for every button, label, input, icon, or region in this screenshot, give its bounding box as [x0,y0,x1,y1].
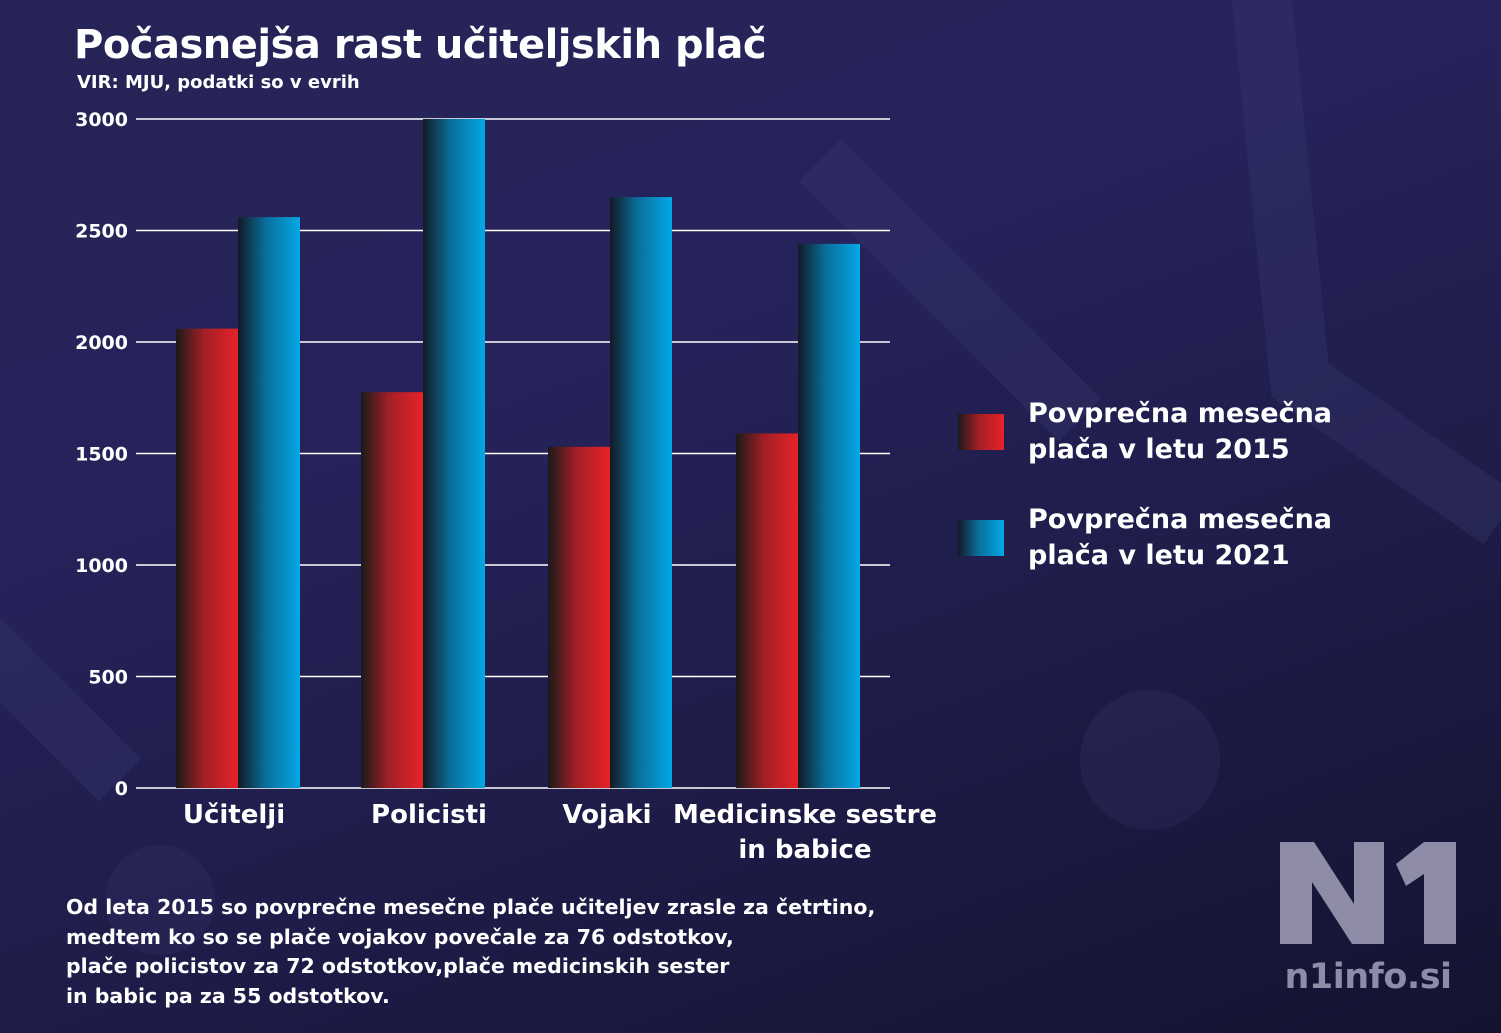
footnote-line: plače policistov za 72 odstotkov,plače m… [66,954,730,978]
legend-label-2021-line1: Povprečna mesečna [1028,504,1333,535]
bars [176,119,860,789]
x-category-label: in babice [738,835,871,865]
legend-swatch-2015 [958,414,1004,450]
legend-label-2015-line2: plača v letu 2015 [1028,434,1290,465]
bar-policisti-2021 [423,119,485,788]
legend-label-2015: Povprečna mesečna plača v letu 2015 [1028,396,1348,468]
y-tick-label-0: 0 [115,778,128,800]
y-tick-label-2500: 2500 [75,221,128,243]
y-tick-label-1000: 1000 [75,555,128,577]
legend-label-2021-line2: plača v letu 2021 [1028,540,1290,571]
footnote: Od leta 2015 so povprečne mesečne plače … [66,893,896,1011]
y-tick-label-3000: 3000 [75,109,128,131]
bar-medicinske-sestre-2015 [736,433,798,788]
bar-vojaki-2021 [610,197,672,789]
x-category-label: Vojaki [562,800,651,830]
footnote-line: medtem ko so se plače vojakov povečale z… [66,924,734,949]
bar-u-itelji-2015 [176,328,238,788]
chart-title: Počasnejša rast učiteljskih plač [74,22,767,68]
x-category-label: Policisti [371,800,487,830]
logo-url: n1info.si [1284,957,1452,997]
footnote-line: Od leta 2015 so povprečne mesečne plače … [66,895,876,919]
bar-policisti-2015 [361,392,423,788]
legend-item-2021: Povprečna mesečna plača v letu 2021 [958,502,1348,574]
source-caption: VIR: MJU, podatki so v evrih [77,72,360,93]
legend-swatch-2021 [958,520,1004,556]
legend-item-2015: Povprečna mesečna plača v letu 2015 [958,396,1348,468]
bar-vojaki-2015 [548,446,610,788]
axis-labels: 0 500 1000 1500 2000 2500 3000 Učitelji Policist… [75,109,937,865]
x-category-label: Medicinske sestre [673,800,937,830]
y-tick-label-500: 500 [88,667,128,689]
legend-label-2015-line1: Povprečna mesečna [1028,398,1333,429]
bar-medicinske-sestre-2021 [798,243,860,788]
legend-label-2021: Povprečna mesečna plača v letu 2021 [1028,502,1348,574]
footnote-line: in babic pa za 55 odstotkov. [66,983,390,1008]
y-tick-label-1500: 1500 [75,444,128,466]
x-category-label: Učitelji [183,800,285,830]
bar-u-itelji-2021 [238,217,300,788]
n1-logo-icon [1280,842,1456,944]
y-tick-label-2000: 2000 [75,332,128,354]
legend: Povprečna mesečna plača v letu 2015 Povp… [958,396,1348,608]
